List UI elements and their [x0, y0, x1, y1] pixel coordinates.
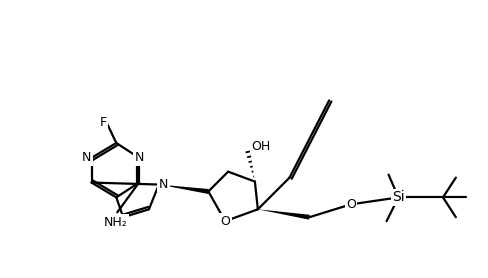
Text: O: O [220, 215, 230, 228]
Text: NH₂: NH₂ [103, 216, 127, 229]
Text: N: N [134, 151, 144, 164]
Polygon shape [258, 209, 310, 220]
Text: Si: Si [392, 190, 405, 204]
Polygon shape [159, 185, 209, 194]
Text: N: N [119, 217, 128, 230]
Text: N: N [159, 178, 168, 191]
Text: N: N [82, 151, 92, 164]
Text: F: F [99, 116, 106, 129]
Text: OH: OH [251, 140, 270, 153]
Text: O: O [346, 198, 356, 211]
